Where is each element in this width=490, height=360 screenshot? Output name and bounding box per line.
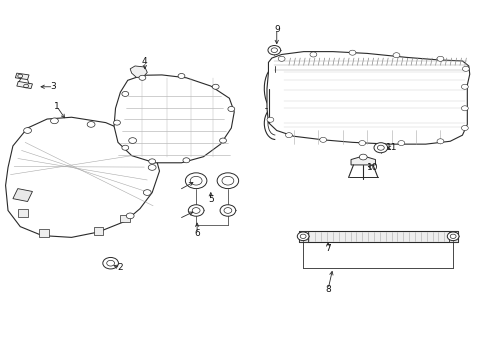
Circle shape [148, 165, 156, 170]
Circle shape [190, 176, 202, 185]
Text: 10: 10 [368, 163, 379, 172]
Circle shape [50, 118, 58, 124]
Polygon shape [121, 215, 130, 222]
Polygon shape [299, 231, 308, 242]
Circle shape [462, 106, 468, 111]
Text: 3: 3 [50, 82, 56, 91]
Text: 9: 9 [274, 25, 280, 34]
Circle shape [122, 145, 129, 150]
Circle shape [286, 133, 293, 138]
Polygon shape [130, 66, 147, 77]
Circle shape [149, 159, 156, 164]
Circle shape [377, 145, 384, 150]
Circle shape [268, 45, 281, 55]
Polygon shape [15, 73, 29, 80]
Polygon shape [39, 229, 49, 237]
Circle shape [271, 48, 277, 53]
Circle shape [374, 143, 388, 153]
Polygon shape [267, 51, 470, 144]
Circle shape [297, 232, 309, 240]
Circle shape [462, 84, 468, 89]
Circle shape [398, 140, 405, 145]
Polygon shape [449, 231, 458, 242]
Circle shape [188, 205, 204, 216]
Polygon shape [299, 231, 458, 242]
Text: 2: 2 [118, 264, 123, 273]
Text: 5: 5 [208, 195, 214, 204]
Circle shape [87, 122, 95, 127]
Text: 4: 4 [142, 57, 147, 66]
Circle shape [220, 205, 236, 216]
Text: 7: 7 [325, 244, 331, 253]
Polygon shape [18, 210, 27, 217]
Circle shape [447, 232, 459, 240]
Circle shape [114, 120, 121, 125]
Circle shape [220, 138, 226, 143]
Circle shape [278, 56, 285, 61]
Circle shape [212, 84, 219, 89]
Polygon shape [17, 81, 32, 89]
Circle shape [437, 139, 444, 144]
Circle shape [107, 260, 115, 266]
Circle shape [462, 126, 468, 131]
Polygon shape [13, 189, 32, 202]
Circle shape [139, 75, 146, 80]
Circle shape [267, 117, 274, 122]
Circle shape [310, 52, 317, 57]
Text: 1: 1 [54, 102, 60, 111]
Circle shape [192, 208, 200, 213]
Circle shape [359, 154, 367, 160]
Polygon shape [94, 227, 103, 234]
Text: 8: 8 [325, 285, 331, 294]
Polygon shape [351, 156, 375, 165]
Circle shape [178, 73, 185, 78]
Circle shape [228, 107, 235, 112]
Text: 11: 11 [386, 143, 397, 152]
Circle shape [183, 158, 190, 163]
Circle shape [126, 213, 134, 219]
Circle shape [359, 140, 366, 145]
Circle shape [450, 234, 456, 238]
Circle shape [349, 50, 356, 55]
Circle shape [300, 234, 306, 238]
Circle shape [129, 138, 137, 143]
Polygon shape [5, 117, 159, 237]
Polygon shape [114, 75, 234, 163]
Circle shape [217, 173, 239, 189]
Circle shape [224, 208, 232, 213]
Circle shape [103, 257, 119, 269]
Circle shape [320, 137, 327, 142]
Circle shape [437, 56, 444, 61]
Circle shape [393, 53, 400, 58]
Circle shape [185, 173, 207, 189]
Text: 6: 6 [194, 229, 200, 238]
Circle shape [144, 190, 151, 195]
Circle shape [222, 176, 234, 185]
Circle shape [24, 128, 31, 134]
Circle shape [122, 91, 129, 96]
Circle shape [463, 66, 469, 71]
